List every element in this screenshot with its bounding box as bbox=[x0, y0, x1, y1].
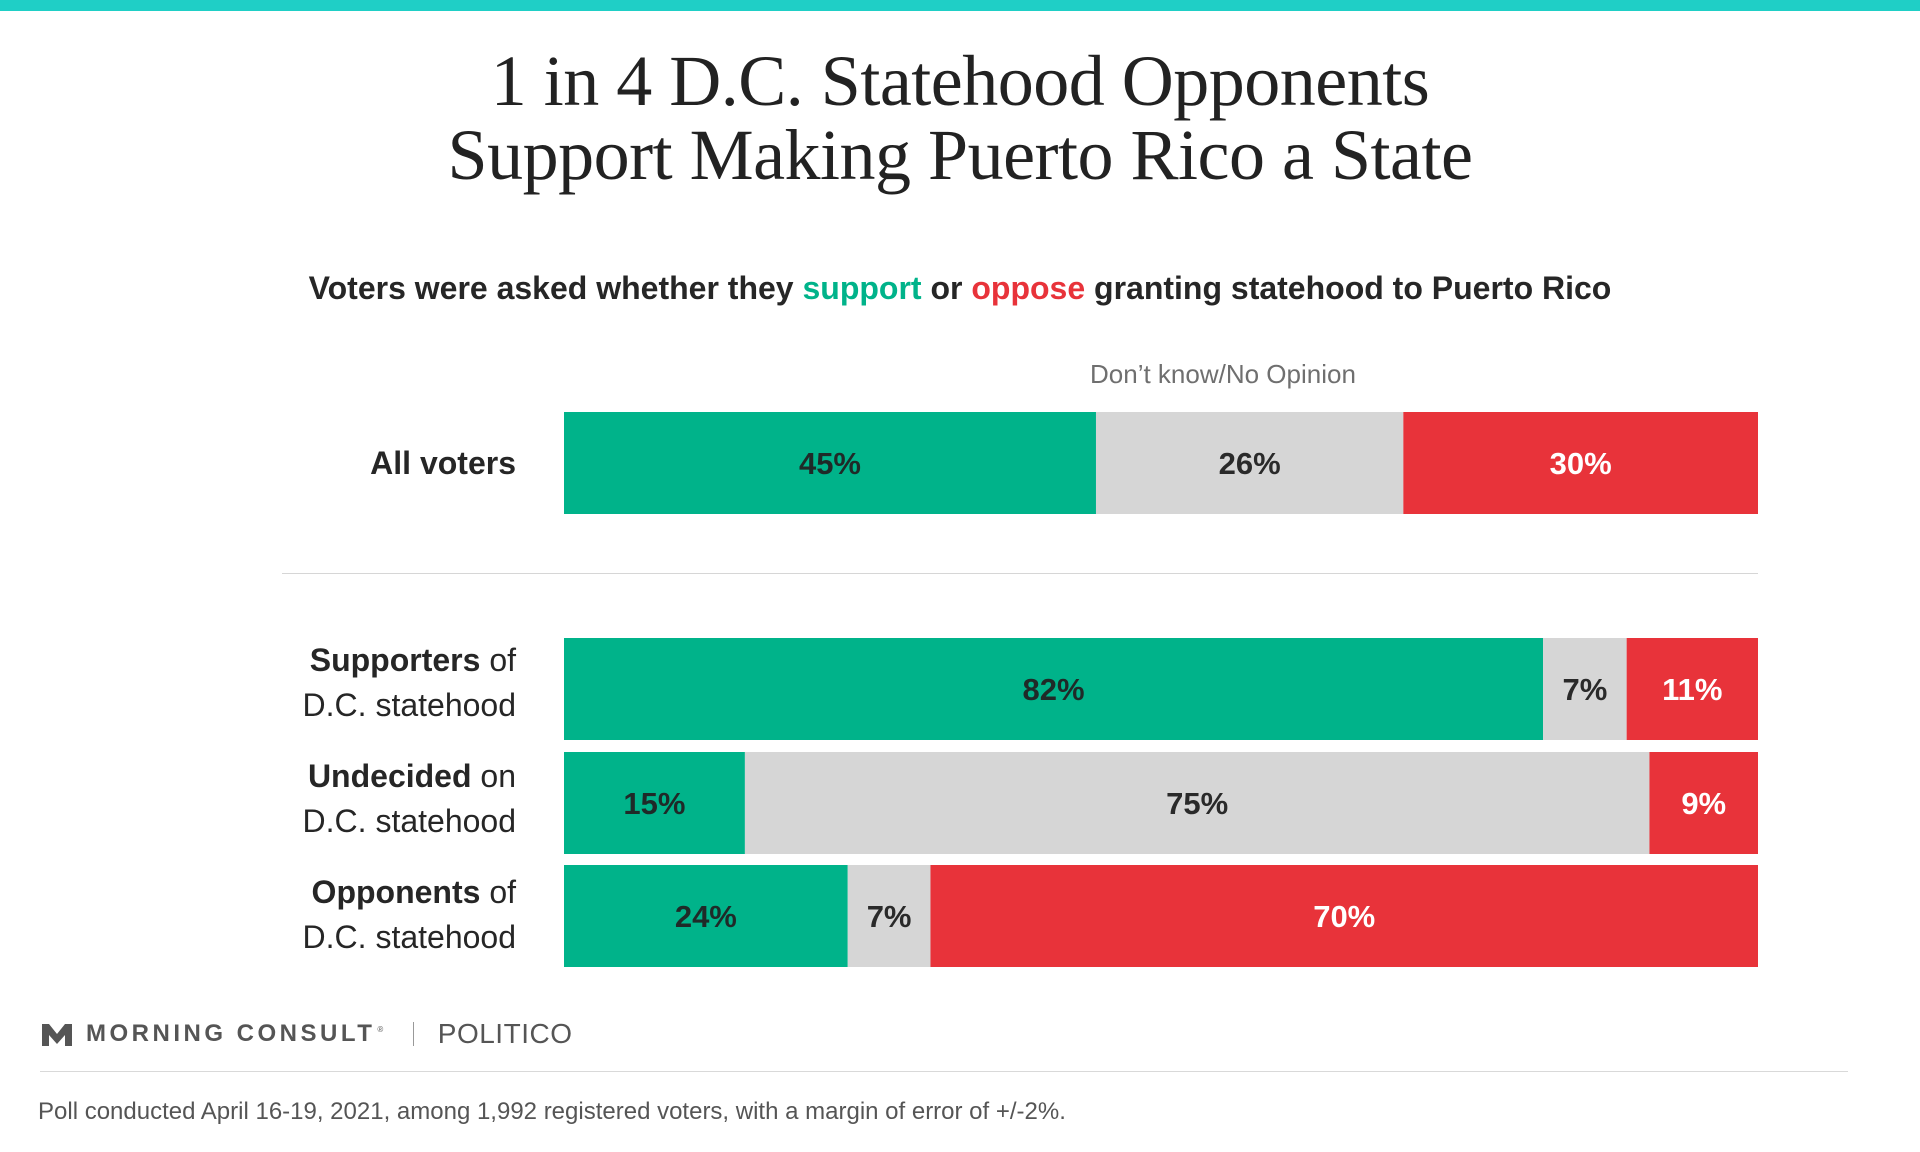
bar-oppose-1 bbox=[1626, 638, 1758, 740]
registered-mark: ® bbox=[377, 1025, 387, 1034]
bar-label-dont_know-2: 75% bbox=[1166, 786, 1228, 821]
bar-dont_know-1 bbox=[1543, 638, 1627, 740]
logo-separator bbox=[412, 1022, 414, 1046]
row-label-line2: D.C. statehood bbox=[302, 687, 516, 723]
footer-logos: MORNING CONSULT ® POLITICO bbox=[42, 1017, 572, 1051]
bar-oppose-2 bbox=[1649, 752, 1758, 854]
bar-label-support-0: 45% bbox=[799, 446, 861, 481]
top-accent-bar bbox=[0, 0, 1920, 11]
bar-label-dont_know-0: 26% bbox=[1219, 446, 1281, 481]
row-label-rest: on bbox=[471, 758, 516, 794]
bar-dont_know-0 bbox=[1095, 412, 1404, 514]
bar-label-oppose-0: 30% bbox=[1550, 446, 1612, 481]
bar-support-1 bbox=[564, 638, 1544, 740]
row-label-bold: All voters bbox=[370, 445, 516, 481]
bar-label-oppose-1: 11% bbox=[1662, 672, 1722, 707]
row-label-undecided: Undecided on D.C. statehood bbox=[303, 754, 516, 844]
subtitle-oppose-word: oppose bbox=[971, 270, 1086, 306]
row-label-bold: Opponents bbox=[311, 874, 481, 910]
row-label-supporters: Supporters of D.C. statehood bbox=[303, 638, 516, 728]
row-label-line2: D.C. statehood bbox=[302, 803, 516, 839]
row-label-bold: Undecided bbox=[307, 758, 472, 794]
bar-label-support-2: 15% bbox=[623, 786, 685, 821]
bar-label-oppose-2: 9% bbox=[1681, 786, 1726, 821]
subtitle-suffix: granting statehood to Puerto Rico bbox=[1085, 270, 1612, 306]
title-line-2: Support Making Puerto Rico a State bbox=[447, 115, 1473, 195]
dont-know-legend-label: Don’t know/No Opinion bbox=[1090, 359, 1356, 389]
morning-consult-m-icon bbox=[42, 1024, 72, 1046]
row-label-all-voters: All voters bbox=[370, 441, 516, 486]
row-label-bold: Supporters bbox=[309, 642, 481, 678]
bar-label-dont_know-3: 7% bbox=[867, 899, 912, 934]
bar-oppose-3 bbox=[930, 865, 1758, 967]
bar-label-oppose-3: 70% bbox=[1313, 899, 1375, 934]
row-label-opponents: Opponents of D.C. statehood bbox=[303, 870, 516, 960]
subtitle-middle: or bbox=[921, 270, 972, 306]
bar-dont_know-3 bbox=[847, 865, 931, 967]
row-label-rest: of bbox=[480, 642, 516, 678]
footer-divider bbox=[40, 1071, 1848, 1072]
bar-label-support-3: 24% bbox=[675, 899, 737, 934]
section-divider bbox=[282, 573, 1758, 574]
morning-consult-logo-text: MORNING CONSULT ® bbox=[86, 1020, 387, 1047]
bar-support-2 bbox=[564, 752, 745, 854]
subtitle-support-word: support bbox=[802, 270, 922, 306]
footnote: Poll conducted April 16-19, 2021, among … bbox=[38, 1098, 1066, 1125]
subtitle-prefix: Voters were asked whether they bbox=[308, 270, 803, 306]
bar-oppose-0 bbox=[1403, 412, 1758, 514]
bar-support-3 bbox=[564, 865, 848, 967]
row-label-line2: D.C. statehood bbox=[302, 919, 516, 955]
bar-label-support-1: 82% bbox=[1023, 672, 1085, 707]
bar-dont_know-2 bbox=[744, 752, 1650, 854]
bar-support-0 bbox=[564, 412, 1096, 514]
bar-label-dont_know-1: 7% bbox=[1562, 672, 1607, 707]
chart-title: 1 in 4 D.C. Statehood Opponents Support … bbox=[0, 44, 1920, 192]
politico-logo-text: POLITICO bbox=[437, 1018, 573, 1049]
row-label-rest: of bbox=[480, 874, 516, 910]
chart-subtitle: Voters were asked whether they support o… bbox=[0, 270, 1920, 307]
title-line-1: 1 in 4 D.C. Statehood Opponents bbox=[490, 41, 1430, 121]
